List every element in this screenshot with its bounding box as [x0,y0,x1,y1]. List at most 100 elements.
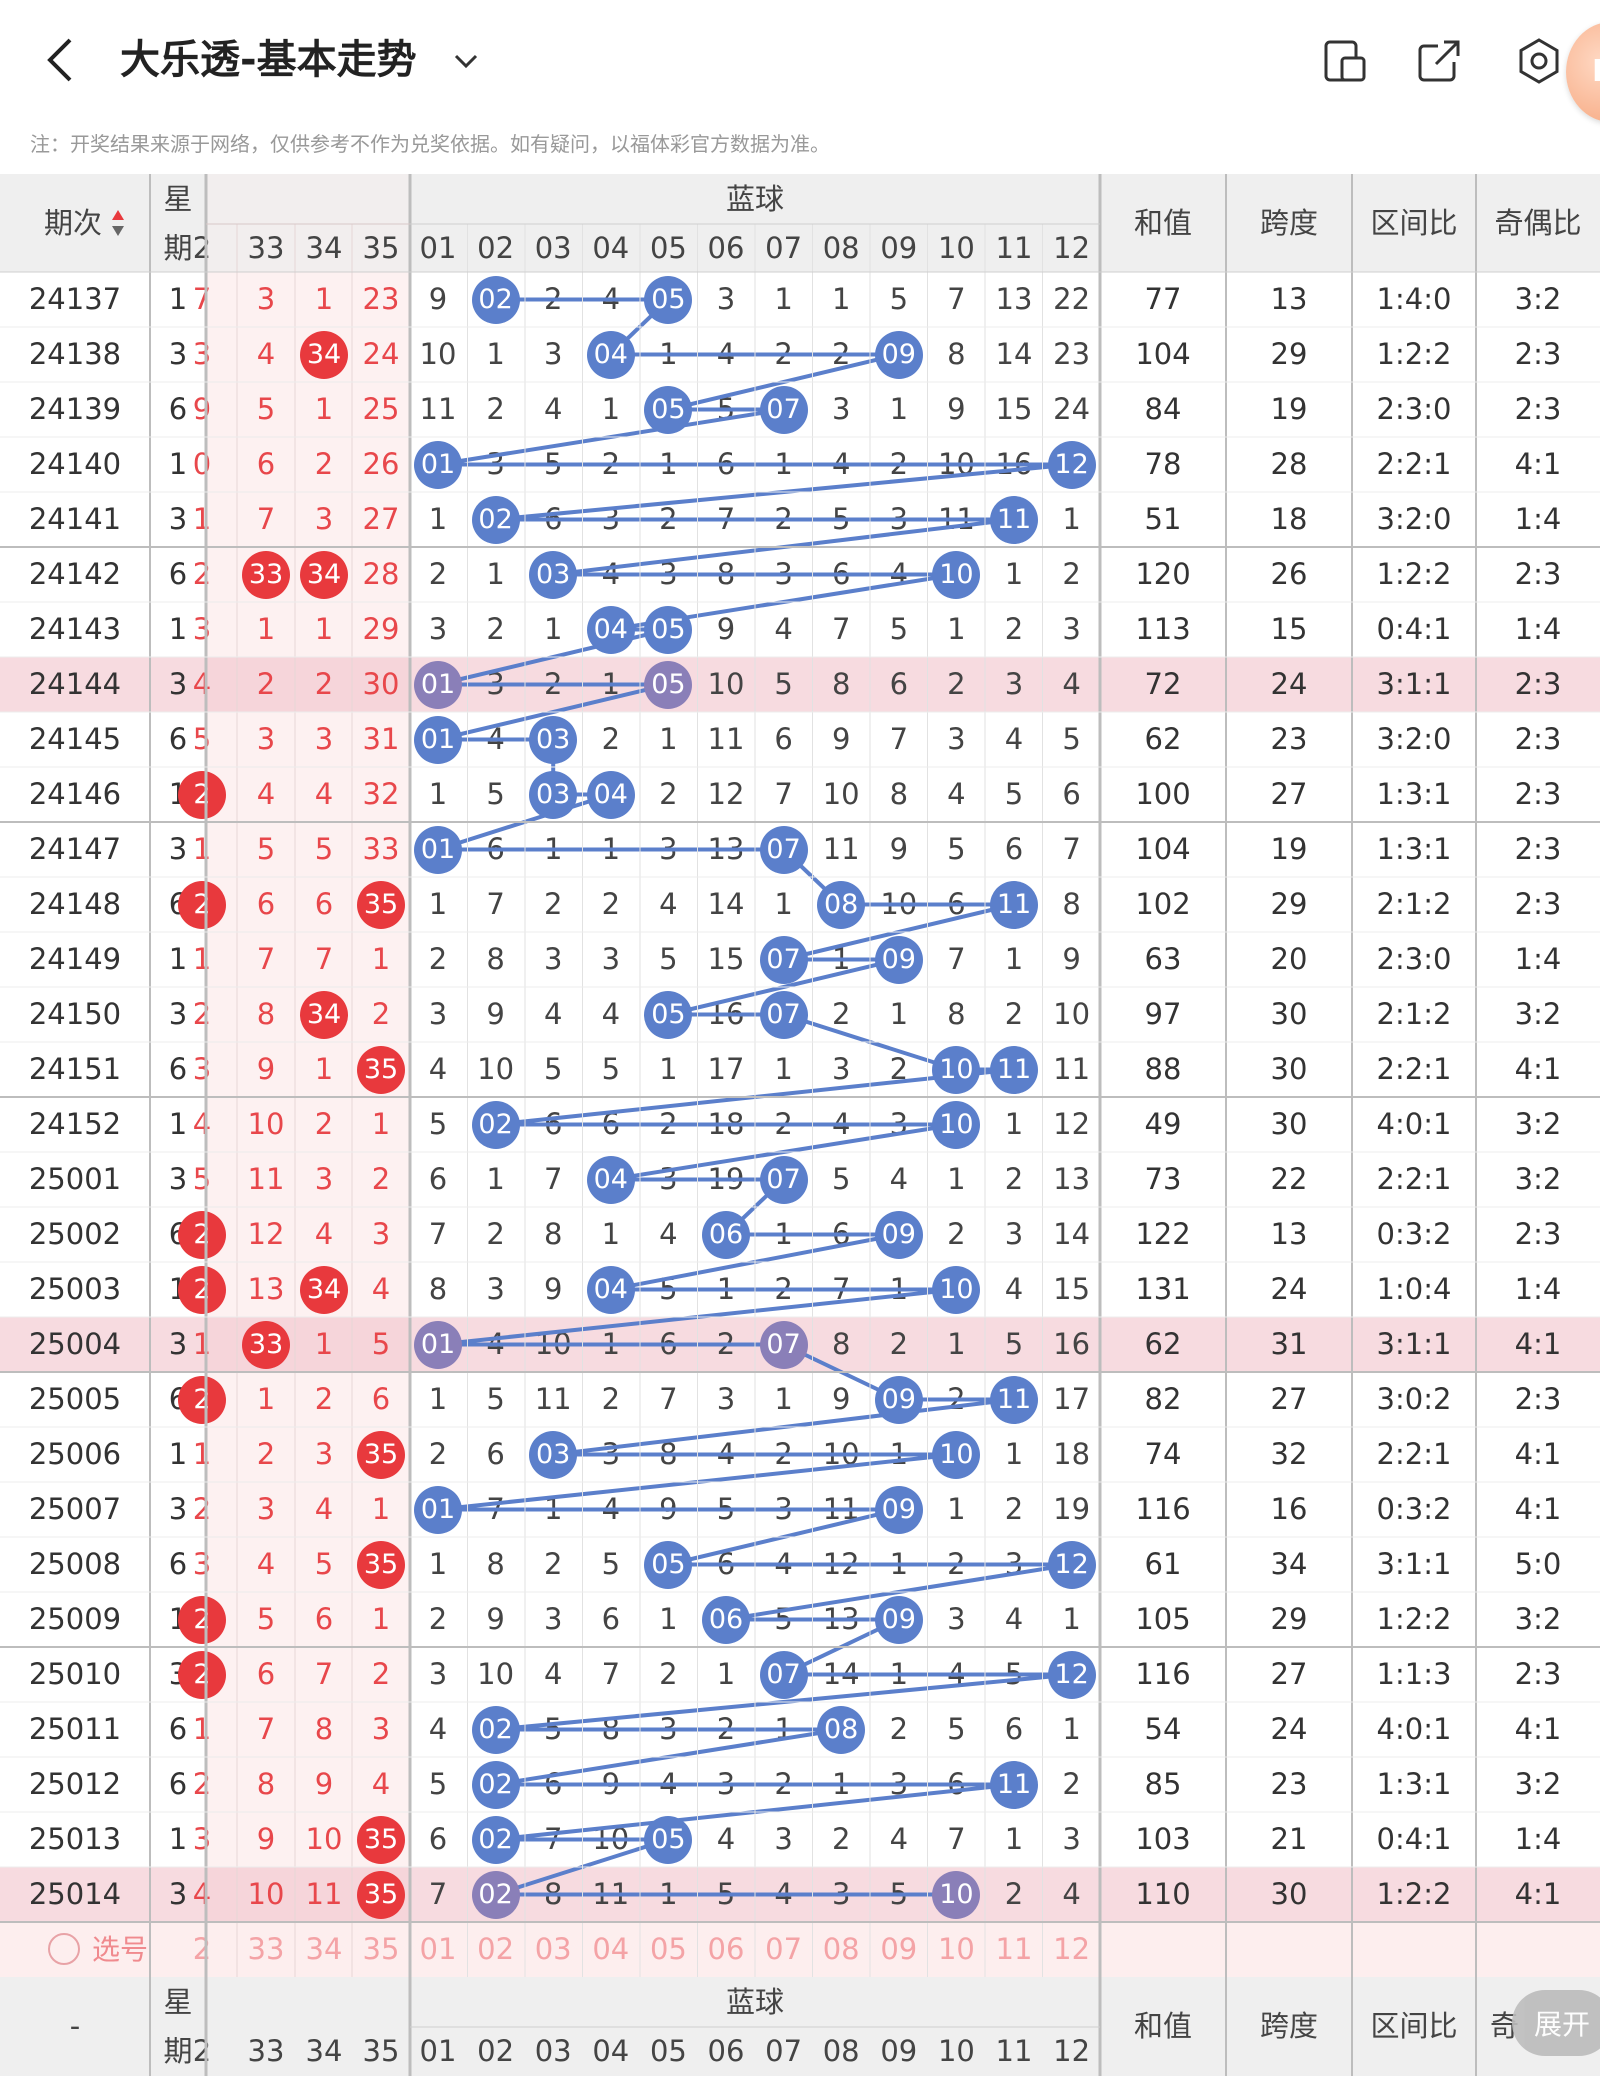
zone-cell: 1:3:1 [1376,832,1452,866]
blue-miss-cell: 1 [889,1272,909,1306]
blue-miss-cell: 2 [947,667,966,701]
blue-miss-cell: 3 [716,282,736,316]
share-icon[interactable] [1414,36,1464,86]
select-blue-number[interactable]: 08 [822,1932,860,1966]
week-cell: 6 [168,392,188,426]
blue-miss-cell: 4 [716,1437,736,1471]
blue-miss-cell: 2 [831,337,851,371]
blue-miss-cell: 3 [831,392,851,426]
red-miss-cell: 4 [192,667,212,701]
blue-miss-cell: 1 [1062,502,1081,536]
blue-miss-cell: 1 [486,557,505,591]
blue-miss-cell: 5 [659,942,678,976]
select-red-number[interactable]: 34 [305,1932,343,1966]
red-miss-cell: 33 [362,832,400,866]
blue-miss-cell: 10 [477,1657,515,1691]
red-miss-cell: 3 [256,1492,276,1526]
week-cell: 3 [168,1327,188,1361]
blue-miss-cell: 1 [486,1162,505,1196]
select-radio-icon[interactable] [48,1933,80,1965]
select-blue-number[interactable]: 11 [995,1932,1033,1966]
span-cell: 13 [1270,282,1308,316]
sum-column-header: 和值 [1133,205,1192,240]
footer-blue-header: 08 [822,2033,860,2068]
select-blue-number[interactable]: 12 [1053,1932,1091,1966]
blue-column-header: 06 [707,230,745,265]
red-miss-cell: 2 [314,667,334,701]
week-cell: 6 [168,1052,188,1086]
blue-miss-cell: 6 [543,502,563,536]
blue-miss-cell: 4 [774,612,793,646]
blue-ball: 07 [759,1155,808,1204]
blue-miss-cell: 2 [428,942,448,976]
expand-button[interactable]: 展开 [1512,1990,1600,2056]
fold-screen-icon[interactable] [1320,36,1370,86]
select-blue-number[interactable]: 05 [649,1932,687,1966]
span-cell: 28 [1270,447,1308,481]
blue-ball: 01 [414,440,462,489]
blue-miss-cell: 8 [889,777,909,811]
blue-miss-cell: 14 [995,337,1033,371]
sort-icon[interactable] [110,208,126,238]
select-blue-number[interactable]: 04 [592,1932,630,1966]
zone-cell: 2:2:1 [1376,1162,1452,1196]
oddeven-cell: 2:3 [1514,722,1562,756]
select-blue-number[interactable]: 02 [477,1932,515,1966]
red-miss-cell: 31 [362,722,400,756]
oddeven-cell: 2:3 [1514,1657,1562,1691]
select-red-number[interactable]: 33 [247,1932,285,1966]
blue-miss-cell: 9 [947,392,966,426]
blue-ball: 05 [644,660,693,709]
span-cell: 29 [1270,887,1308,921]
blue-miss-cell: 8 [428,1272,448,1306]
select-blue-number[interactable]: 01 [419,1932,457,1966]
sum-cell: 82 [1144,1382,1182,1416]
red-miss-cell: 4 [256,337,276,371]
issue-cell: 24143 [28,612,122,646]
issue-cell: 24138 [28,337,122,371]
blue-miss-cell: 1 [1004,1107,1024,1141]
page-title[interactable]: 大乐透-基本走势 [120,37,417,83]
red-miss-cell: 7 [256,1712,276,1746]
red-miss-cell: 2 [314,1382,334,1416]
disclaimer-note: 注：开奖结果来源于网络，仅供参考不作为兑奖依据。如有疑问，以福体彩官方数据为准。 [30,132,830,156]
zone-cell: 1:2:2 [1376,557,1452,591]
footer-blue-header: 03 [534,2033,572,2068]
red-miss-cell: 1 [256,1382,276,1416]
blue-miss-cell: 2 [601,447,621,481]
select-red-number[interactable]: 2 [192,1932,212,1966]
select-blue-number[interactable]: 03 [534,1932,572,1966]
red-miss-cell: 9 [192,392,212,426]
select-blue-number[interactable]: 10 [937,1932,975,1966]
blue-miss-cell: 3 [1062,1822,1081,1856]
table-row[interactable] [0,657,1600,712]
blue-ball: 07 [759,935,808,984]
zone-cell: 1:4:0 [1376,282,1452,316]
blue-miss-cell: 18 [1053,1437,1091,1471]
blue-ball: 05 [644,275,693,324]
blue-miss-cell: 4 [831,447,851,481]
zone-cell: 1:3:1 [1376,1767,1452,1801]
blue-ball: 10 [932,1265,981,1314]
select-blue-number[interactable]: 06 [707,1932,745,1966]
blue-miss-cell: 1 [428,502,448,536]
issue-cell: 24145 [28,722,122,756]
oddeven-cell: 4:1 [1514,447,1562,481]
zone-cell: 2:2:1 [1376,1437,1452,1471]
blue-miss-cell: 3 [889,1767,909,1801]
chevron-down-icon[interactable] [448,44,484,80]
red-miss-cell: 6 [314,1602,334,1636]
zone-cell: 4:0:1 [1376,1712,1452,1746]
week-cell: 3 [168,1492,188,1526]
settings-icon[interactable] [1514,36,1564,86]
select-blue-number[interactable]: 09 [880,1932,918,1966]
select-label[interactable]: 选号 [92,1932,149,1966]
blue-miss-cell: 2 [428,557,448,591]
select-blue-number[interactable]: 07 [765,1932,803,1966]
oddeven-cell: 4:1 [1514,1327,1562,1361]
red-miss-cell: 10 [305,1822,343,1856]
back-icon[interactable] [40,34,84,86]
select-red-number[interactable]: 35 [362,1932,400,1966]
avatar[interactable]: D [1566,22,1600,122]
issue-cell: 25003 [28,1272,122,1306]
